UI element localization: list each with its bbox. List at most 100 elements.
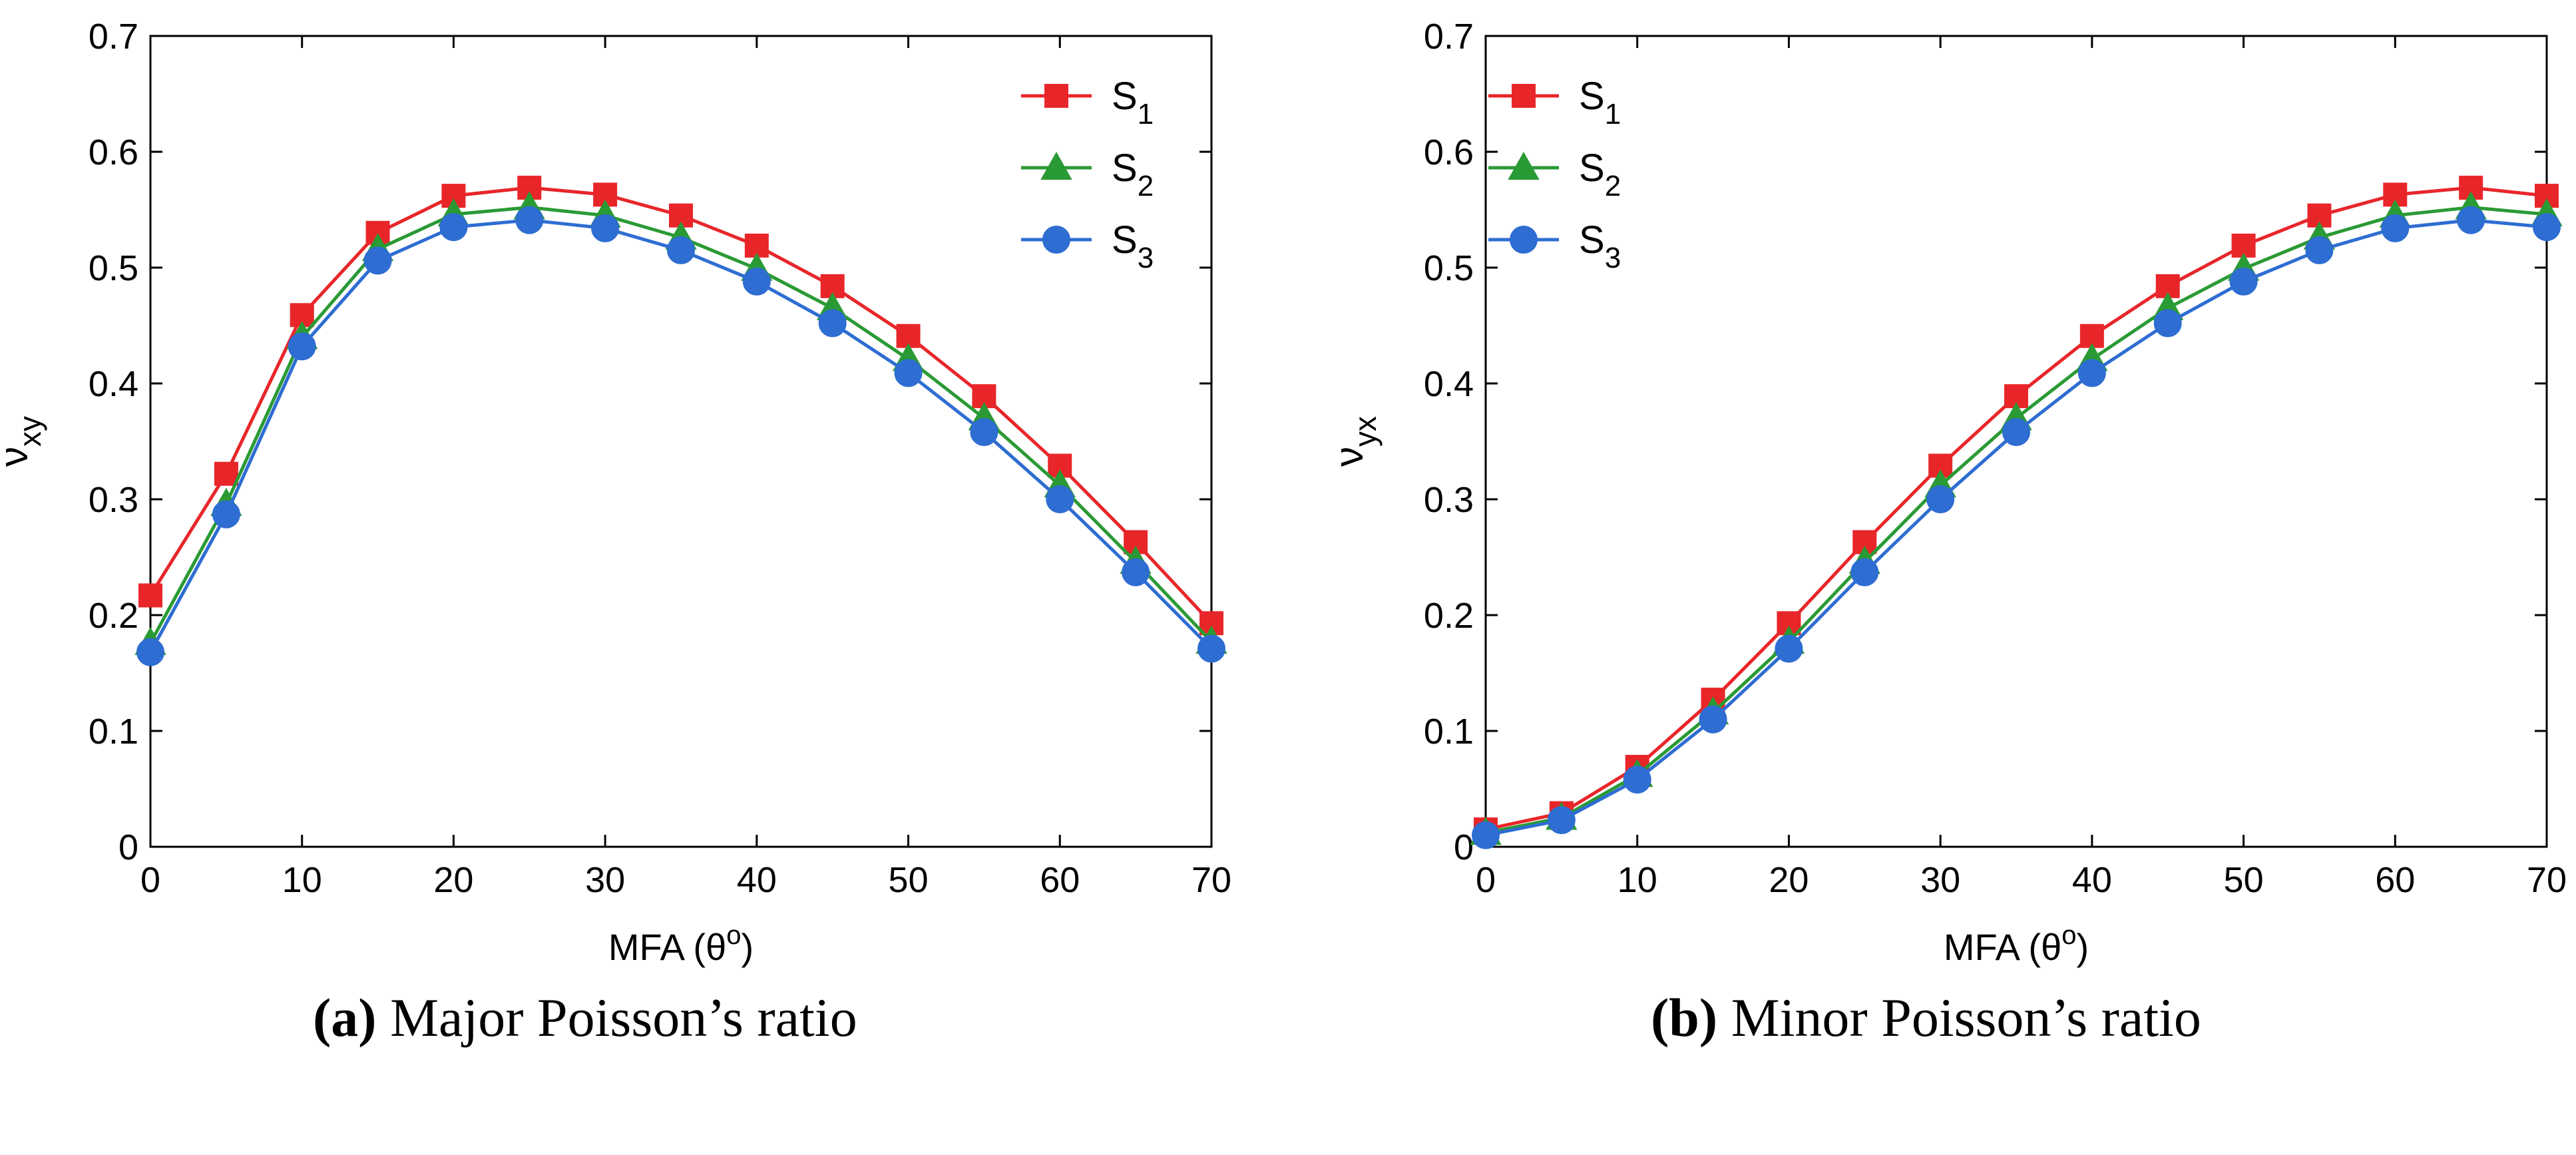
legend-label: S2 bbox=[1112, 146, 1154, 202]
y-tick-label: 0.6 bbox=[1424, 132, 1474, 172]
data-point bbox=[2457, 206, 2485, 234]
data-point bbox=[1547, 806, 1576, 834]
plot-area-box bbox=[149, 35, 1213, 848]
plot-area-box bbox=[1484, 35, 2548, 848]
x-axis-label: MFA (θo) bbox=[608, 921, 753, 968]
data-point bbox=[667, 236, 695, 264]
x-tick-label: 0 bbox=[1476, 860, 1496, 900]
series-s2 bbox=[1470, 191, 2563, 845]
y-axis-label: νxy bbox=[0, 416, 47, 467]
data-point bbox=[1775, 634, 1803, 663]
data-point bbox=[2381, 214, 2410, 242]
legend-label: S3 bbox=[1112, 218, 1154, 274]
data-point bbox=[212, 500, 240, 529]
data-point bbox=[138, 583, 162, 608]
x-tick-label: 50 bbox=[2224, 860, 2264, 900]
y-tick-label: 0 bbox=[118, 827, 138, 867]
x-tick-label: 10 bbox=[1617, 860, 1657, 900]
data-point bbox=[1926, 485, 1955, 513]
series-line bbox=[1485, 186, 2547, 831]
y-tick-label: 0.5 bbox=[1424, 248, 1474, 288]
legend-label: S1 bbox=[1112, 75, 1154, 130]
x-tick-label: 0 bbox=[140, 860, 160, 900]
y-tick-label: 0 bbox=[1454, 827, 1474, 867]
x-tick-label: 10 bbox=[282, 860, 322, 900]
x-tick-label: 20 bbox=[433, 860, 473, 900]
series-line bbox=[1485, 205, 2547, 835]
y-tick-label: 0.3 bbox=[1424, 480, 1474, 520]
series-s3 bbox=[136, 206, 1225, 666]
data-point bbox=[288, 332, 316, 361]
data-point bbox=[1699, 705, 1727, 734]
legend-marker bbox=[1510, 226, 1538, 254]
data-point bbox=[2079, 324, 2104, 348]
caption-a-text: Major Poisson’s ratio bbox=[390, 987, 857, 1048]
caption-a: (a) Major Poisson’s ratio bbox=[313, 987, 857, 1049]
caption-b: (b) Minor Poisson’s ratio bbox=[1651, 987, 2201, 1049]
y-tick-label: 0.4 bbox=[89, 364, 138, 404]
caption-b-text: Minor Poisson’s ratio bbox=[1731, 987, 2201, 1048]
data-point bbox=[2533, 213, 2561, 242]
data-point bbox=[1623, 766, 1651, 794]
legend-marker bbox=[1044, 84, 1068, 108]
y-tick-label: 0.2 bbox=[89, 596, 138, 636]
data-point bbox=[1122, 558, 1150, 586]
series-s1 bbox=[1474, 175, 2559, 841]
data-point bbox=[136, 638, 164, 666]
x-tick-label: 40 bbox=[2072, 860, 2112, 900]
data-point bbox=[363, 246, 392, 275]
x-tick-label: 30 bbox=[1920, 860, 1960, 900]
legend-label: S3 bbox=[1579, 218, 1621, 274]
y-tick-label: 0.6 bbox=[89, 132, 138, 172]
y-tick-label: 0.7 bbox=[89, 17, 138, 57]
data-point bbox=[2153, 309, 2182, 338]
chart-panel-a: 0 10 20 30 40 50 60 70 0 0.1 0.2 0.3 0.4 0.5 0.6 0.7 MFA… bbox=[0, 17, 1231, 968]
legend-marker bbox=[1512, 84, 1536, 108]
series-line bbox=[148, 205, 1213, 644]
y-tick-label: 0.4 bbox=[1424, 364, 1474, 404]
series-s3 bbox=[1472, 206, 2561, 849]
caption-b-tag: (b) bbox=[1651, 987, 1718, 1048]
series-line bbox=[1485, 218, 2547, 837]
x-axis-label: MFA (θo) bbox=[1944, 921, 2089, 968]
y-tick-label: 0.3 bbox=[89, 480, 138, 520]
legend-marker bbox=[1042, 226, 1070, 254]
x-tick-label: 40 bbox=[737, 860, 777, 900]
data-point bbox=[1046, 485, 1074, 513]
y-tick-label: 0.1 bbox=[1424, 712, 1474, 752]
x-tick-label: 60 bbox=[2375, 860, 2415, 900]
series-s1 bbox=[138, 175, 1223, 636]
data-point bbox=[214, 461, 238, 486]
y-tick-label: 0.2 bbox=[1424, 596, 1474, 636]
legend: S1 S2 S3 bbox=[1021, 75, 1154, 274]
data-point bbox=[1197, 634, 1225, 663]
data-point bbox=[2002, 418, 2030, 447]
x-tick-label: 70 bbox=[2527, 860, 2567, 900]
x-tick-label: 70 bbox=[1191, 860, 1231, 900]
series-line bbox=[148, 218, 1213, 653]
data-point bbox=[439, 213, 468, 242]
data-point bbox=[2305, 236, 2334, 264]
legend: S1 S2 S3 bbox=[1488, 75, 1621, 274]
x-tick-label: 20 bbox=[1769, 860, 1809, 900]
legend-label: S1 bbox=[1579, 75, 1621, 130]
data-point bbox=[970, 418, 998, 447]
data-point bbox=[818, 309, 847, 338]
x-tick-label: 30 bbox=[585, 860, 625, 900]
y-tick-label: 0.5 bbox=[89, 248, 138, 288]
y-tick-label: 0.7 bbox=[1424, 17, 1474, 57]
legend-marker bbox=[1040, 151, 1072, 180]
data-point bbox=[1850, 558, 1879, 586]
data-point bbox=[2229, 267, 2258, 296]
data-point bbox=[742, 267, 771, 296]
data-point bbox=[2077, 359, 2106, 387]
data-point bbox=[1472, 821, 1500, 849]
data-point bbox=[894, 359, 923, 387]
legend-marker bbox=[1508, 151, 1540, 180]
caption-a-tag: (a) bbox=[313, 987, 377, 1048]
x-tick-label: 50 bbox=[889, 860, 929, 900]
data-point bbox=[591, 214, 620, 242]
x-tick-label: 60 bbox=[1040, 860, 1080, 900]
y-tick-label: 0.1 bbox=[89, 712, 138, 752]
